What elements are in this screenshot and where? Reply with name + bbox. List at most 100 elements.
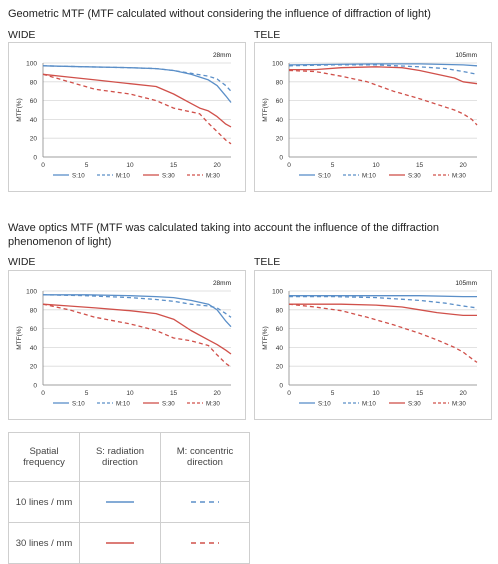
focal-length-label: 105mm — [455, 280, 477, 287]
legend-label: M:30 — [206, 401, 220, 408]
legend-label: M:10 — [116, 401, 130, 408]
x-tick-label: 10 — [126, 390, 134, 397]
x-tick-label: 20 — [213, 162, 221, 169]
chart-panel: 0 20 40 60 80 100 0 5 10 15 20 MTF(%) 105mm S:10 M:10 S… — [254, 270, 492, 420]
x-tick-label: 0 — [287, 390, 291, 397]
legend-label: S:10 — [318, 401, 331, 408]
y-tick-label: 20 — [276, 364, 284, 371]
x-tick-label: 0 — [287, 162, 291, 169]
series-line-s30 — [42, 73, 232, 128]
y-tick-label: 20 — [30, 364, 38, 371]
chart-panel: 0 20 40 60 80 100 0 5 10 15 20 MTF(%) 28mm S:10 M:10 S:… — [8, 270, 246, 420]
x-tick-label: 10 — [126, 162, 134, 169]
series-line-s10 — [289, 295, 477, 298]
row-label: 10 lines / mm — [8, 481, 80, 523]
y-tick-label: 40 — [30, 345, 38, 352]
mtf-chart: 0 20 40 60 80 100 0 5 10 15 20 MTF(%) 28mm S:10 M:10 S:… — [16, 280, 232, 408]
chart-panel: 0 20 40 60 80 100 0 5 10 15 20 MTF(%) 105mm S:10 M:10 S… — [254, 42, 492, 192]
legend-table-row: 30 lines / mm — [8, 522, 250, 564]
legend-label: M:10 — [362, 401, 376, 408]
y-tick-label: 80 — [30, 307, 38, 314]
y-tick-label: 0 — [279, 155, 283, 162]
series-line-s30 — [289, 66, 478, 85]
y-axis-label: MTF(%) — [262, 98, 269, 121]
series-line-m30 — [42, 73, 232, 145]
y-tick-label: 20 — [276, 136, 284, 143]
section-title-geometric: Geometric MTF (MTF calculated without co… — [8, 8, 431, 20]
legend-table-header-row: Spatial frequency S: radiation direction… — [8, 432, 250, 482]
y-tick-label: 60 — [276, 98, 284, 105]
legend-label: S:10 — [72, 401, 85, 408]
x-tick-label: 10 — [372, 162, 380, 169]
legend-label: M:10 — [362, 173, 376, 180]
y-tick-label: 60 — [30, 326, 38, 333]
x-tick-label: 10 — [372, 390, 380, 397]
mtf-chart: 0 20 40 60 80 100 0 5 10 15 20 MTF(%) 105mm S:10 M:10 S… — [262, 280, 478, 408]
chart-panel: 0 20 40 60 80 100 0 5 10 15 20 MTF(%) 28mm S:10 M:10 S:… — [8, 42, 246, 192]
series-line-s30 — [42, 303, 232, 355]
x-tick-label: 15 — [170, 162, 178, 169]
x-tick-label: 5 — [85, 162, 89, 169]
series-line-m30 — [288, 303, 478, 363]
legend-table-row: 10 lines / mm — [8, 481, 250, 523]
series-line-m30 — [42, 303, 232, 368]
y-tick-label: 60 — [276, 326, 284, 333]
legend-label: M:30 — [206, 173, 220, 180]
legend-label: S:30 — [162, 401, 175, 408]
panel-label-tele: TELE — [254, 29, 281, 41]
focal-length-label: 105mm — [455, 52, 477, 59]
y-tick-label: 100 — [272, 289, 283, 296]
y-tick-label: 40 — [30, 117, 38, 124]
y-tick-label: 0 — [33, 383, 37, 390]
y-tick-label: 0 — [279, 383, 283, 390]
mtf-chart: 0 20 40 60 80 100 0 5 10 15 20 MTF(%) 105mm S:10 M:10 S… — [262, 52, 478, 180]
legend-label: S:30 — [408, 173, 421, 180]
y-tick-label: 60 — [30, 98, 38, 105]
legend-table: Spatial frequency S: radiation direction… — [8, 432, 250, 564]
y-tick-label: 100 — [272, 61, 283, 68]
row-label: 30 lines / mm — [8, 522, 80, 564]
y-axis-label: MTF(%) — [16, 98, 23, 121]
s-line-sample — [79, 522, 161, 564]
y-axis-label: MTF(%) — [262, 326, 269, 349]
mtf-chart: 0 20 40 60 80 100 0 5 10 15 20 MTF(%) 28mm S:10 M:10 S:… — [16, 52, 232, 180]
legend-label: S:30 — [408, 401, 421, 408]
x-tick-label: 5 — [331, 162, 335, 169]
panel-label-wide: WIDE — [8, 29, 36, 41]
x-tick-label: 20 — [459, 162, 467, 169]
section-title-wave-optics: Wave optics MTF (MTF was calculated taki… — [8, 222, 440, 248]
x-tick-label: 20 — [459, 390, 467, 397]
y-tick-label: 80 — [276, 307, 284, 314]
legend-label: M:10 — [116, 173, 130, 180]
x-tick-label: 5 — [331, 390, 335, 397]
y-tick-label: 0 — [33, 155, 37, 162]
x-tick-label: 15 — [416, 390, 424, 397]
x-tick-label: 15 — [416, 162, 424, 169]
header-s-radiation: S: radiation direction — [79, 432, 161, 482]
y-tick-label: 100 — [26, 61, 37, 68]
y-tick-label: 40 — [276, 345, 284, 352]
series-line-s10 — [43, 294, 232, 328]
x-tick-label: 15 — [170, 390, 178, 397]
m-line-sample — [160, 481, 250, 523]
panel-label-wide: WIDE — [8, 256, 36, 268]
focal-length-label: 28mm — [213, 52, 231, 59]
legend-label: S:10 — [318, 173, 331, 180]
y-tick-label: 80 — [30, 79, 38, 86]
x-tick-label: 5 — [85, 390, 89, 397]
y-tick-label: 80 — [276, 79, 284, 86]
header-spatial-frequency: Spatial frequency — [8, 432, 80, 482]
header-m-concentric: M: concentric direction — [160, 432, 250, 482]
y-axis-label: MTF(%) — [16, 326, 23, 349]
series-line-m10 — [289, 295, 478, 309]
series-line-m30 — [288, 69, 478, 126]
legend-label: S:30 — [162, 173, 175, 180]
s-line-sample — [79, 481, 161, 523]
m-line-sample — [160, 522, 250, 564]
panel-label-tele: TELE — [254, 256, 281, 268]
y-tick-label: 100 — [26, 289, 37, 296]
y-tick-label: 40 — [276, 117, 284, 124]
x-tick-label: 20 — [213, 390, 221, 397]
focal-length-label: 28mm — [213, 280, 231, 287]
legend-label: M:30 — [452, 401, 466, 408]
